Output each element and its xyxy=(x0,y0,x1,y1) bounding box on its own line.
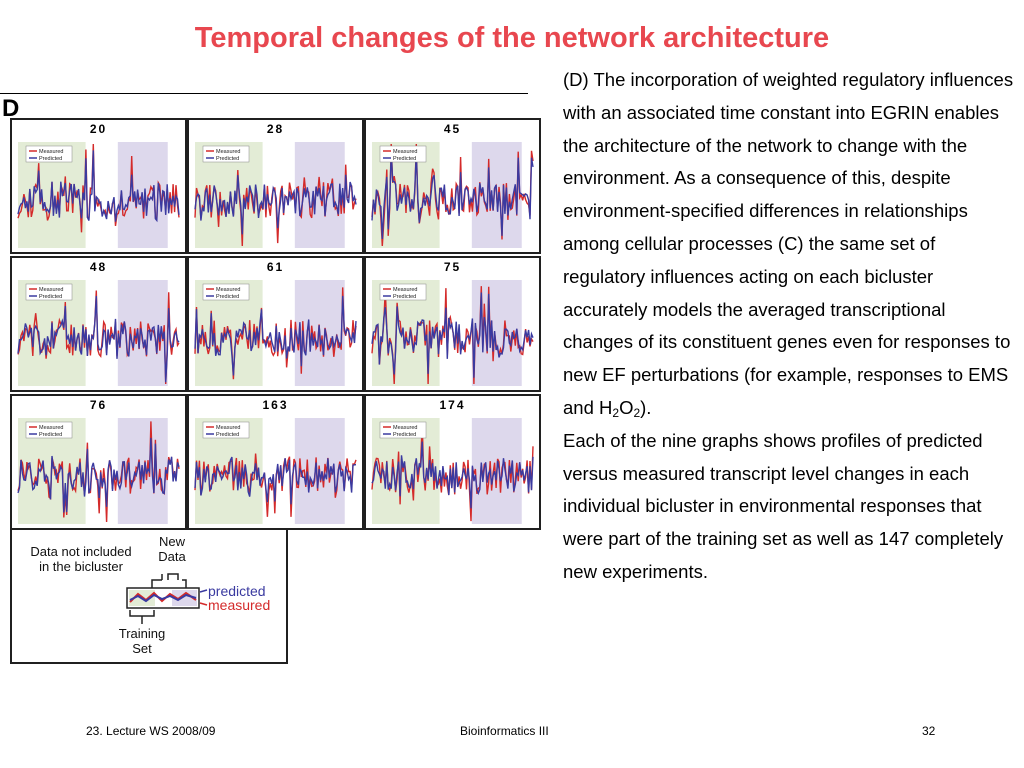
legend-predicted: Predicted xyxy=(393,294,416,300)
predicted-trace xyxy=(371,441,534,509)
legend-measured: Measured xyxy=(393,149,417,155)
legend-measured: Measured xyxy=(39,149,63,155)
predicted-trace xyxy=(17,150,180,223)
mini-legend xyxy=(25,283,73,301)
new-data-label: New Data xyxy=(158,534,186,564)
legend-predicted: Predicted xyxy=(216,156,239,162)
schematic-legend: Data not included in the bicluster New D… xyxy=(10,528,288,664)
bicluster-panel-48: Measured Predicted 48 xyxy=(10,256,187,392)
bicluster-number: 28 xyxy=(266,122,285,136)
mini-legend xyxy=(202,421,250,439)
bicluster-grid: Measured Predicted 20 Measured Predicted 28 Me… xyxy=(10,118,541,530)
slide-title: Temporal changes of the network architec… xyxy=(194,22,830,54)
legend-measured: Measured xyxy=(393,287,417,293)
legend-predicted: Predicted xyxy=(393,432,416,438)
bicluster-panel-75: Measured Predicted 75 xyxy=(364,256,541,392)
footer-course: Bioinformatics III xyxy=(460,724,549,738)
bicluster-number: 61 xyxy=(266,260,285,274)
mini-legend xyxy=(25,145,73,163)
bicluster-number: 76 xyxy=(89,398,108,412)
legend-measured: Measured xyxy=(39,425,63,431)
predicted-trace xyxy=(17,437,180,513)
legend-predicted: Predicted xyxy=(216,294,239,300)
mini-legend xyxy=(25,421,73,439)
legend-predicted: Predicted xyxy=(39,156,62,162)
legend-predicted: Predicted xyxy=(393,156,416,162)
bicluster-number: 20 xyxy=(89,122,108,136)
bicluster-number: 75 xyxy=(443,260,462,274)
mini-legend xyxy=(379,283,427,301)
bicluster-number: 174 xyxy=(439,398,466,412)
predicted-trace xyxy=(194,456,357,505)
mini-measured-line xyxy=(129,591,197,603)
schematic-drawing xyxy=(126,573,208,624)
description-paragraph-2: Each of the nine graphs shows profiles o… xyxy=(563,429,1004,582)
bicluster-panel-163: Measured Predicted 163 xyxy=(187,394,364,530)
training-set-label: Training Set xyxy=(118,626,166,656)
bicluster-number: 48 xyxy=(89,260,108,274)
predicted-label: predicted xyxy=(208,583,266,599)
predicted-trace xyxy=(194,295,357,376)
bicluster-panel-76: Measured Predicted 76 xyxy=(10,394,187,530)
bracket-new-data xyxy=(167,573,179,580)
title-divider xyxy=(0,93,528,94)
predicted-trace xyxy=(371,292,534,378)
mini-legend xyxy=(379,421,427,439)
predicted-trace xyxy=(194,174,357,235)
description-paragraph-1: (D) The incorporation of weighted regula… xyxy=(563,69,1014,420)
legend-predicted: Predicted xyxy=(216,432,239,438)
legend-measured: Measured xyxy=(216,425,240,431)
mini-predicted-line xyxy=(129,593,197,603)
description-text: (D) The incorporation of weighted regula… xyxy=(563,64,1018,589)
legend-measured: Measured xyxy=(39,287,63,293)
measured-label: measured xyxy=(208,597,271,613)
panel-letter: D xyxy=(2,95,20,122)
mini-legend xyxy=(202,283,250,301)
legend-measured: Measured xyxy=(216,287,240,293)
bicluster-number: 45 xyxy=(443,122,462,136)
predicted-trace xyxy=(371,151,534,240)
bicluster-panel-28: Measured Predicted 28 xyxy=(187,118,364,254)
legend-predicted: Predicted xyxy=(39,432,62,438)
mini-legend xyxy=(202,145,250,163)
bicluster-panel-20: Measured Predicted 20 xyxy=(10,118,187,254)
bracket-left xyxy=(151,579,162,588)
bicluster-number: 163 xyxy=(262,398,289,412)
footer-lecture: 23. Lecture WS 2008/09 xyxy=(86,724,216,738)
bicluster-panel-45: Measured Predicted 45 xyxy=(364,118,541,254)
legend-measured: Measured xyxy=(393,425,417,431)
legend-measured: Measured xyxy=(216,149,240,155)
bicluster-panel-174: Measured Predicted 174 xyxy=(364,394,541,530)
mini-legend xyxy=(379,145,427,163)
bicluster-panel-61: Measured Predicted 61 xyxy=(187,256,364,392)
legend-predicted: Predicted xyxy=(39,294,62,300)
predicted-trace xyxy=(17,295,180,383)
footer-page-number: 32 xyxy=(922,724,936,738)
measured-trace xyxy=(17,143,180,233)
data-not-included-label: Data not included in the bicluster xyxy=(30,544,132,574)
